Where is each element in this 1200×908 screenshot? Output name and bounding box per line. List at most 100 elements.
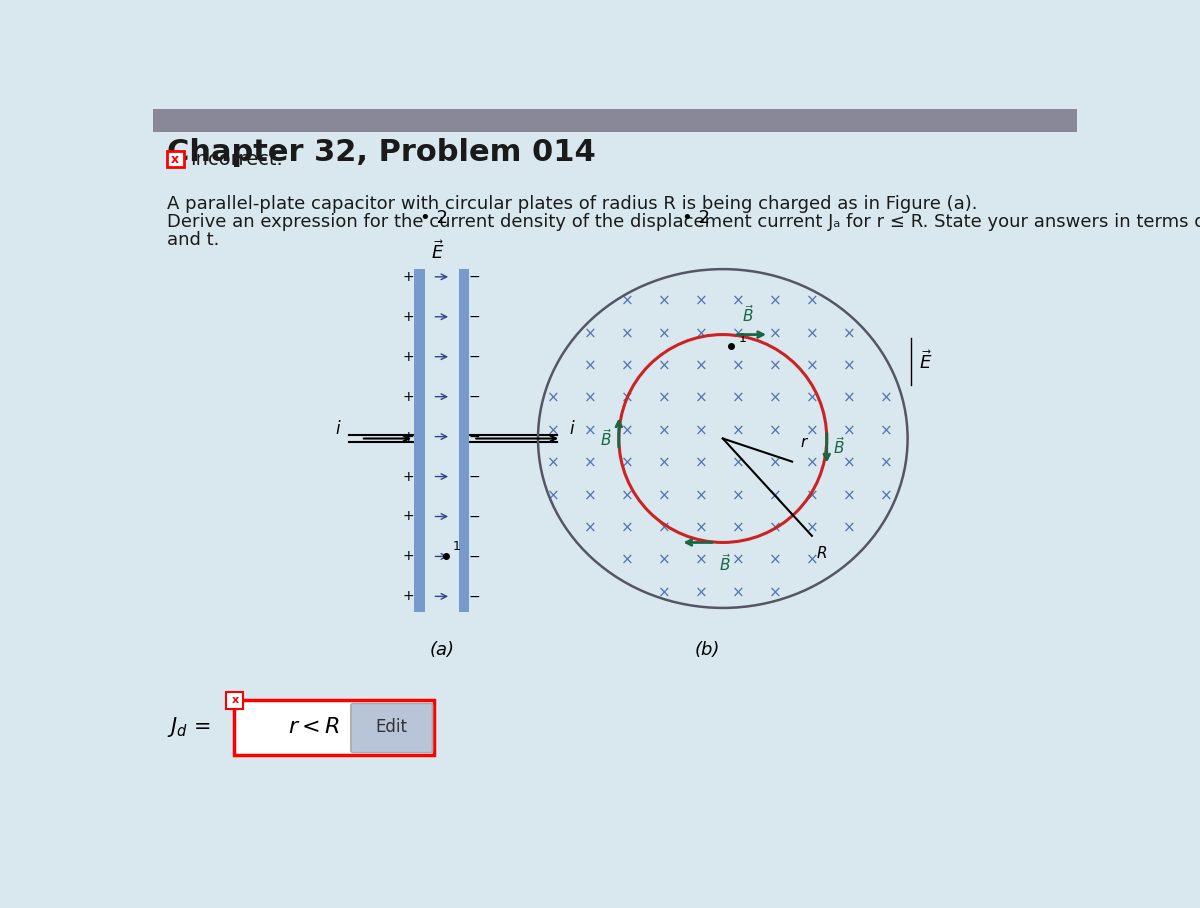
Text: ×: × xyxy=(620,488,634,503)
Text: ×: × xyxy=(695,520,708,536)
Text: ×: × xyxy=(658,553,671,568)
Text: Derive an expression for the current density of the displacement current Jₐ for : Derive an expression for the current den… xyxy=(167,212,1200,231)
Text: ×: × xyxy=(732,456,744,470)
Text: ×: × xyxy=(880,391,893,406)
Text: ×: × xyxy=(769,391,781,406)
Text: ×: × xyxy=(658,391,671,406)
Text: ×: × xyxy=(732,294,744,309)
Text: ×: × xyxy=(769,423,781,439)
Text: ×: × xyxy=(769,456,781,470)
Text: ×: × xyxy=(658,294,671,309)
Text: ×: × xyxy=(584,423,596,439)
Text: ×: × xyxy=(695,359,708,373)
Text: ×: × xyxy=(732,423,744,439)
Text: ×: × xyxy=(732,488,744,503)
Text: −: − xyxy=(468,589,480,604)
Text: ×: × xyxy=(695,488,708,503)
Text: ×: × xyxy=(732,520,744,536)
Text: ×: × xyxy=(769,294,781,309)
Text: $J_d$ =: $J_d$ = xyxy=(167,716,210,739)
Text: $i$: $i$ xyxy=(335,420,342,439)
Text: ×: × xyxy=(620,553,634,568)
Text: ×: × xyxy=(584,326,596,341)
Text: +: + xyxy=(402,549,414,564)
Text: ×: × xyxy=(732,553,744,568)
Text: ×: × xyxy=(695,553,708,568)
Text: ×: × xyxy=(695,585,708,600)
Text: $R$: $R$ xyxy=(816,545,827,561)
Text: $\vec{B}$: $\vec{B}$ xyxy=(833,436,845,457)
Text: ×: × xyxy=(547,456,559,470)
Bar xyxy=(234,699,434,755)
Text: +: + xyxy=(402,390,414,404)
Text: ×: × xyxy=(880,488,893,503)
Text: ×: × xyxy=(658,326,671,341)
Text: −: − xyxy=(468,429,480,444)
Bar xyxy=(226,692,244,709)
Text: ×: × xyxy=(658,456,671,470)
Text: ×: × xyxy=(805,391,818,406)
Text: ×: × xyxy=(732,585,744,600)
Text: • 2: • 2 xyxy=(682,209,710,227)
Text: −: − xyxy=(468,350,480,364)
Text: ×: × xyxy=(584,391,596,406)
Text: +: + xyxy=(402,270,414,284)
Text: ×: × xyxy=(805,553,818,568)
Text: ×: × xyxy=(880,456,893,470)
Text: ×: × xyxy=(620,294,634,309)
Text: ×: × xyxy=(620,520,634,536)
Text: $\vec{B}$: $\vec{B}$ xyxy=(600,428,613,449)
Text: −: − xyxy=(468,509,480,524)
Text: +: + xyxy=(402,469,414,484)
Text: −: − xyxy=(468,270,480,284)
Bar xyxy=(414,269,425,612)
Text: ×: × xyxy=(658,359,671,373)
Text: • 2: • 2 xyxy=(420,209,448,227)
Text: ×: × xyxy=(695,326,708,341)
Text: +: + xyxy=(402,310,414,324)
Text: ×: × xyxy=(658,520,671,536)
Text: $i$: $i$ xyxy=(569,420,575,439)
Text: ×: × xyxy=(658,488,671,503)
Text: ×: × xyxy=(769,326,781,341)
Text: ×: × xyxy=(842,359,856,373)
Text: ×: × xyxy=(769,488,781,503)
Text: ×: × xyxy=(842,391,856,406)
Text: 1: 1 xyxy=(738,332,746,345)
Text: 1: 1 xyxy=(452,540,461,553)
Text: ×: × xyxy=(842,326,856,341)
Text: $\vec{B}$: $\vec{B}$ xyxy=(719,553,731,574)
Text: ×: × xyxy=(695,423,708,439)
Text: ×: × xyxy=(584,520,596,536)
Text: ×: × xyxy=(658,585,671,600)
Text: ×: × xyxy=(695,391,708,406)
Text: ×: × xyxy=(584,359,596,373)
Text: ×: × xyxy=(842,423,856,439)
Text: ×: × xyxy=(620,423,634,439)
Text: ×: × xyxy=(547,488,559,503)
Text: −: − xyxy=(468,469,480,484)
Text: ×: × xyxy=(658,423,671,439)
Text: +: + xyxy=(402,509,414,524)
Text: x: x xyxy=(172,153,179,165)
Text: ×: × xyxy=(695,456,708,470)
Text: ×: × xyxy=(584,456,596,470)
Text: ×: × xyxy=(620,456,634,470)
Text: $\vec{B}$: $\vec{B}$ xyxy=(742,304,755,325)
Text: ×: × xyxy=(805,456,818,470)
Text: −: − xyxy=(468,390,480,404)
Text: (b): (b) xyxy=(695,641,720,659)
Text: ×: × xyxy=(769,359,781,373)
Text: ×: × xyxy=(880,423,893,439)
Text: −: − xyxy=(468,310,480,324)
Text: ×: × xyxy=(842,456,856,470)
Text: ×: × xyxy=(769,585,781,600)
Text: ×: × xyxy=(805,520,818,536)
Text: ×: × xyxy=(620,326,634,341)
Text: ×: × xyxy=(547,391,559,406)
Text: ×: × xyxy=(695,294,708,309)
Text: ×: × xyxy=(805,423,818,439)
Text: (a): (a) xyxy=(430,641,455,659)
Text: ×: × xyxy=(805,326,818,341)
Text: $\vec{E}$: $\vec{E}$ xyxy=(919,350,932,373)
